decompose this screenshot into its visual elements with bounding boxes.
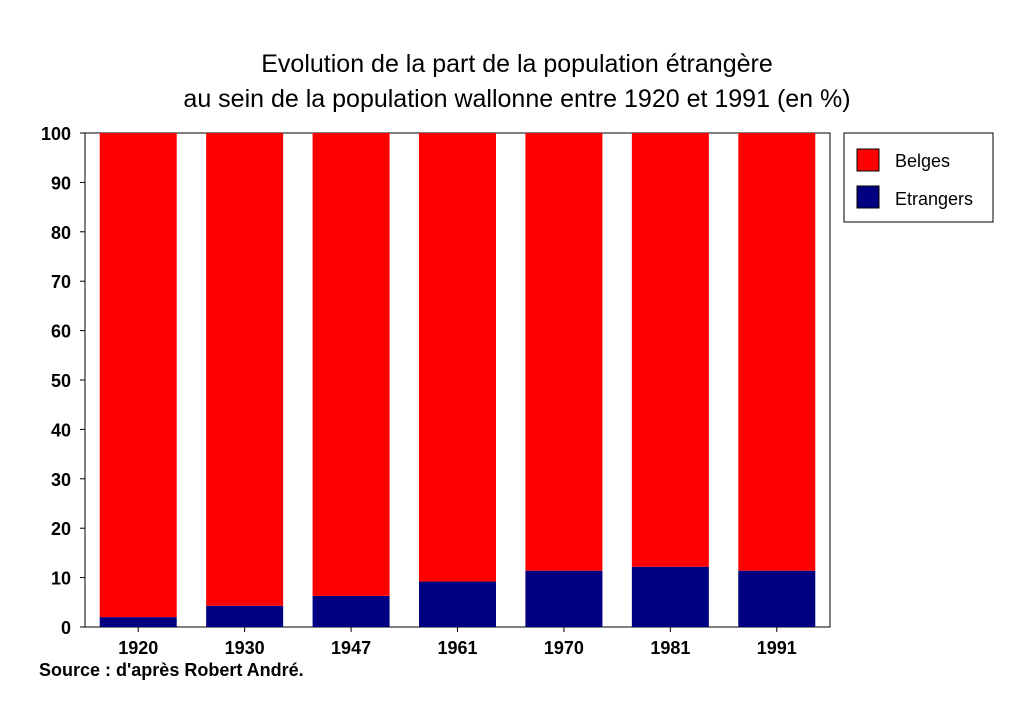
bar-belges-1970: [525, 133, 603, 571]
bar-belges-1947: [312, 133, 390, 596]
bar-etrangers-1970: [525, 570, 603, 627]
y-tick-label-90: 90: [51, 173, 71, 193]
bar-etrangers-1920: [99, 617, 177, 627]
y-axis: 0 10 20 30 40 50 60 70 80 90 100: [41, 124, 85, 638]
x-axis: 1920 1930 1947 1961 1970 1981 1991: [118, 627, 797, 658]
legend-label-belges: Belges: [895, 151, 950, 171]
x-tick-label-1930: 1930: [225, 638, 265, 658]
legend-label-etrangers: Etrangers: [895, 189, 973, 209]
bar-etrangers-1961: [419, 581, 496, 627]
x-tick-label-1981: 1981: [650, 638, 690, 658]
x-tick-label-1947: 1947: [331, 638, 371, 658]
bars: [99, 133, 816, 627]
chart-title-line-1: Evolution de la part de la population ét…: [261, 50, 772, 78]
bar-belges-1920: [99, 133, 177, 618]
y-tick-label-30: 30: [51, 470, 71, 490]
x-tick-label-1991: 1991: [757, 638, 797, 658]
y-tick-label-50: 50: [51, 371, 71, 391]
x-tick-label-1920: 1920: [118, 638, 158, 658]
y-tick-label-0: 0: [61, 618, 71, 638]
bar-belges-1930: [206, 133, 284, 606]
legend-swatch-etrangers: [856, 185, 880, 209]
y-tick-label-70: 70: [51, 272, 71, 292]
bar-belges-1991: [738, 133, 816, 571]
y-tick-label-100: 100: [41, 124, 71, 144]
source-note: Source : d'après Robert André.: [39, 660, 304, 680]
y-tick-label-60: 60: [51, 322, 71, 342]
legend-swatch-belges: [856, 148, 880, 172]
y-tick-label-40: 40: [51, 420, 71, 440]
y-tick-label-20: 20: [51, 519, 71, 539]
legend: Belges Etrangers: [843, 132, 994, 223]
bar-etrangers-1981: [631, 566, 709, 627]
x-tick-label-1961: 1961: [437, 638, 477, 658]
bar-etrangers-1930: [206, 605, 284, 627]
y-tick-label-10: 10: [51, 569, 71, 589]
bar-belges-1961: [419, 133, 496, 582]
bar-etrangers-1947: [312, 595, 390, 627]
x-tick-label-1970: 1970: [544, 638, 584, 658]
y-tick-label-80: 80: [51, 223, 71, 243]
chart-title-line-2: au sein de la population wallonne entre …: [183, 85, 850, 113]
bar-etrangers-1991: [738, 570, 816, 627]
bar-belges-1981: [631, 133, 709, 567]
